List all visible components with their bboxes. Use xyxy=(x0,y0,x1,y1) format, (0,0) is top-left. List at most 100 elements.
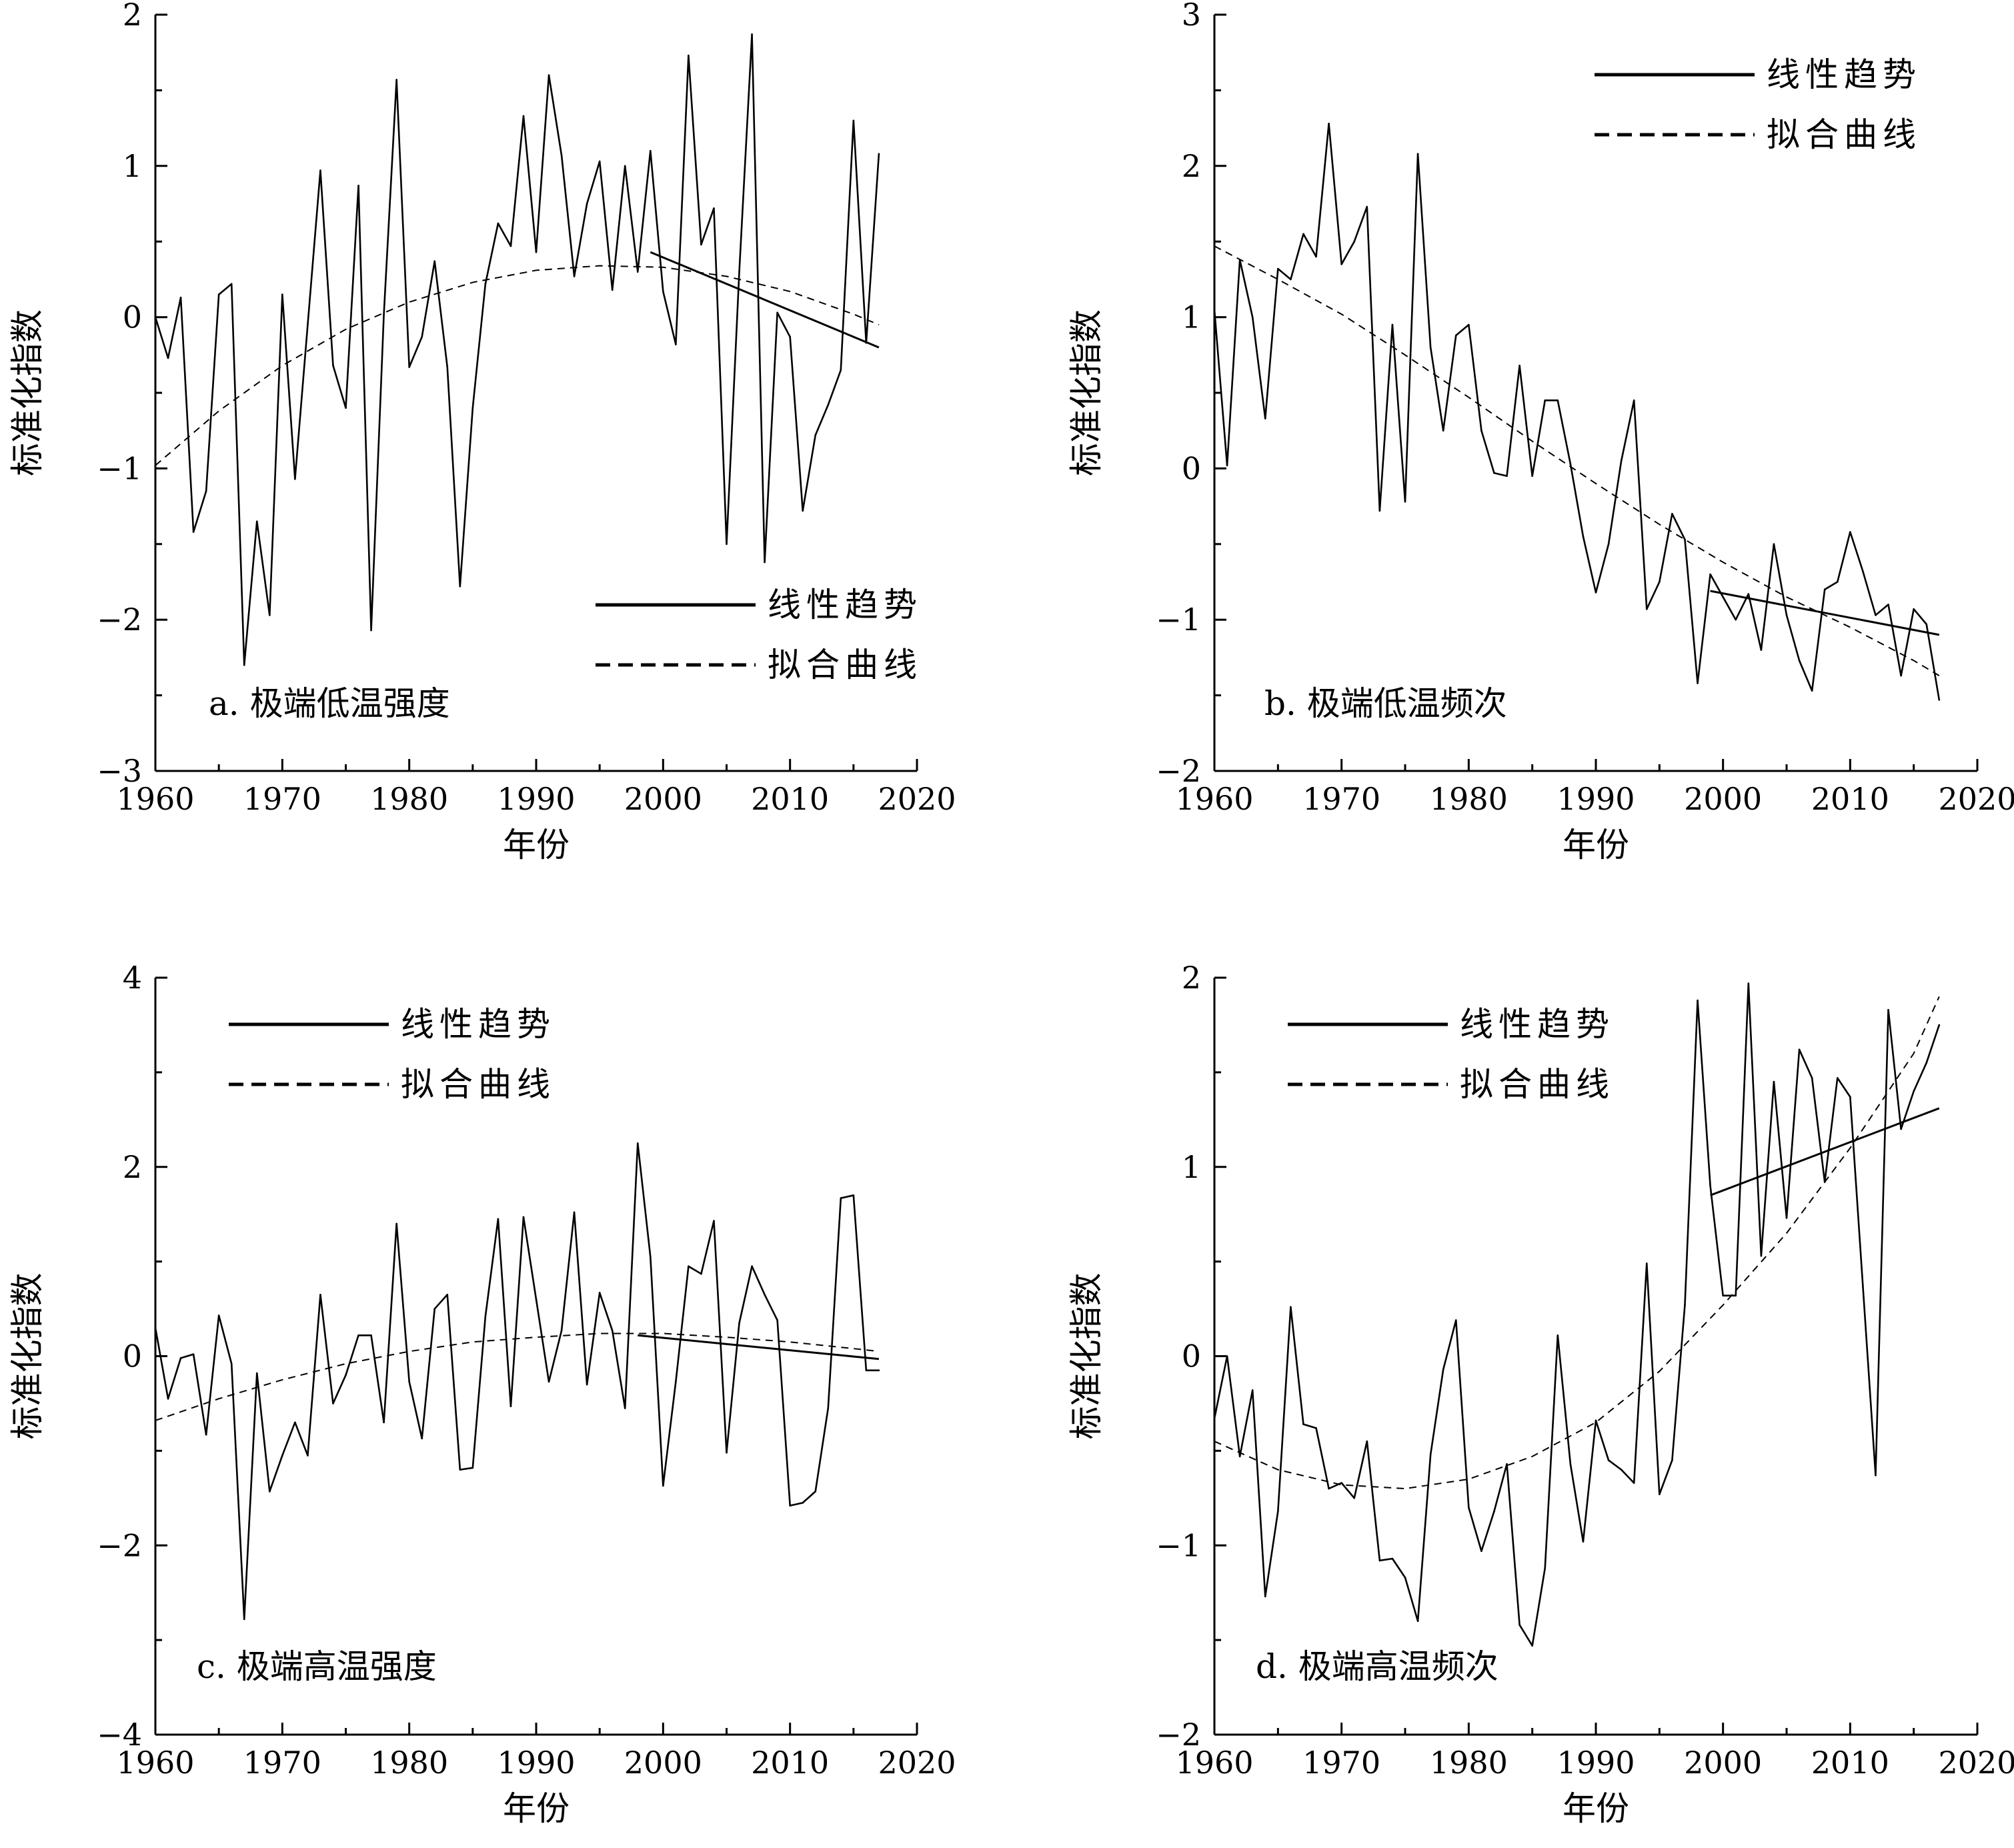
data-point xyxy=(1659,1493,1661,1495)
data-point xyxy=(751,33,753,35)
data-point xyxy=(1823,588,1826,591)
data-point xyxy=(1264,1595,1266,1598)
x-tick-label: 2010 xyxy=(1811,1745,1889,1781)
legend-label-fitted: 拟合曲线 xyxy=(768,646,922,684)
x-axis-title: 年份 xyxy=(503,1789,570,1828)
legend-label-fitted: 拟合曲线 xyxy=(401,1065,556,1104)
data-point xyxy=(1213,308,1216,311)
x-tick-label: 2020 xyxy=(1938,1745,2014,1781)
y-tick-label: −1 xyxy=(97,450,142,486)
data-point xyxy=(751,1265,753,1268)
data-point xyxy=(1900,674,1902,677)
x-tick-label: 1960 xyxy=(116,1745,194,1781)
y-axis-title: 标准化指数 xyxy=(8,309,47,476)
data-point xyxy=(1353,1497,1356,1499)
chart-panel-4: 1960 1970 1980 1990 2000 2010 2020 −2 −1 0 1 2 年份 标准化… xyxy=(1067,960,2014,1828)
legend-label-fitted: 拟合曲线 xyxy=(1460,1065,1615,1104)
data-point xyxy=(1493,472,1495,474)
data-point xyxy=(1875,1474,1877,1477)
data-point xyxy=(217,1314,220,1316)
data-point xyxy=(776,1319,778,1321)
data-point xyxy=(370,629,372,632)
x-tick-label: 1980 xyxy=(1430,781,1508,817)
data-point xyxy=(1849,531,1851,533)
y-tick-label: 1 xyxy=(1182,1149,1201,1185)
data-point xyxy=(1454,334,1457,337)
data-point xyxy=(548,74,550,77)
data-point xyxy=(1404,1577,1406,1579)
data-point xyxy=(1811,1077,1813,1079)
data-point xyxy=(307,1455,309,1457)
data-point xyxy=(852,119,855,122)
data-point xyxy=(1595,1419,1597,1422)
data-point xyxy=(586,203,588,205)
x-tick-label: 2000 xyxy=(1684,781,1762,817)
data-point xyxy=(1315,1427,1317,1429)
data-point xyxy=(1378,1559,1381,1562)
x-tick-label: 1960 xyxy=(116,781,194,817)
x-tick-label: 1990 xyxy=(497,781,575,817)
data-point xyxy=(1468,323,1470,326)
y-tick-label: −2 xyxy=(1156,1717,1201,1753)
data-point xyxy=(636,271,639,273)
data-point xyxy=(1519,364,1521,367)
data-point xyxy=(269,1491,271,1493)
data-point xyxy=(383,313,385,315)
data-point xyxy=(1238,1455,1241,1458)
data-point xyxy=(1760,649,1763,651)
y-tick-label: −2 xyxy=(1156,753,1201,789)
data-point xyxy=(1760,1254,1763,1257)
data-point xyxy=(1913,608,1915,610)
data-point xyxy=(1811,690,1813,692)
panel-label: a. 极端低温强度 xyxy=(209,684,450,723)
data-point xyxy=(865,1369,868,1372)
data-point xyxy=(1645,608,1648,610)
y-tick-label: 0 xyxy=(123,299,142,335)
fitted-curve xyxy=(1214,245,1940,676)
legend-label-fitted: 拟合曲线 xyxy=(1767,115,1921,154)
data-point xyxy=(713,207,715,209)
data-point xyxy=(1938,1024,1941,1026)
data-point xyxy=(1607,1459,1610,1461)
x-tick-label: 2000 xyxy=(624,1745,702,1781)
data-point xyxy=(497,1218,499,1220)
y-tick-label: 1 xyxy=(1182,299,1201,335)
data-point xyxy=(1264,417,1266,419)
data-point xyxy=(1480,1550,1482,1553)
data-point xyxy=(1404,500,1406,503)
data-point xyxy=(1875,614,1877,616)
data-point xyxy=(281,293,283,295)
data-point xyxy=(1429,346,1432,349)
data-point xyxy=(433,1308,436,1310)
data-point xyxy=(243,664,245,666)
data-point xyxy=(459,1469,461,1471)
data-point xyxy=(1887,1008,1889,1011)
data-point xyxy=(1582,1541,1585,1543)
x-tick-label: 2010 xyxy=(751,781,829,817)
data-point xyxy=(332,364,334,367)
data-point xyxy=(471,1467,474,1469)
data-point xyxy=(1340,1482,1342,1484)
data-point xyxy=(319,1293,321,1296)
data-point xyxy=(510,245,512,247)
data-point xyxy=(764,561,766,564)
data-point xyxy=(1506,1463,1508,1465)
data-point xyxy=(1620,459,1623,462)
data-point xyxy=(1328,122,1330,125)
data-point xyxy=(230,283,233,285)
legend-label-linear: 线性趋势 xyxy=(1767,55,1921,94)
data-point xyxy=(840,1197,842,1199)
data-point xyxy=(560,154,563,157)
data-point xyxy=(408,1380,410,1383)
data-point xyxy=(1620,1469,1623,1471)
data-point xyxy=(611,289,614,291)
x-tick-label: 2020 xyxy=(878,781,956,817)
data-point xyxy=(878,153,880,155)
x-tick-label: 1990 xyxy=(1557,1745,1635,1781)
data-point xyxy=(1429,1453,1432,1456)
data-point xyxy=(726,1451,728,1454)
y-axis-title: 标准化指数 xyxy=(1067,309,1106,476)
x-axis-title: 年份 xyxy=(1563,1789,1629,1828)
data-point xyxy=(1378,510,1381,512)
